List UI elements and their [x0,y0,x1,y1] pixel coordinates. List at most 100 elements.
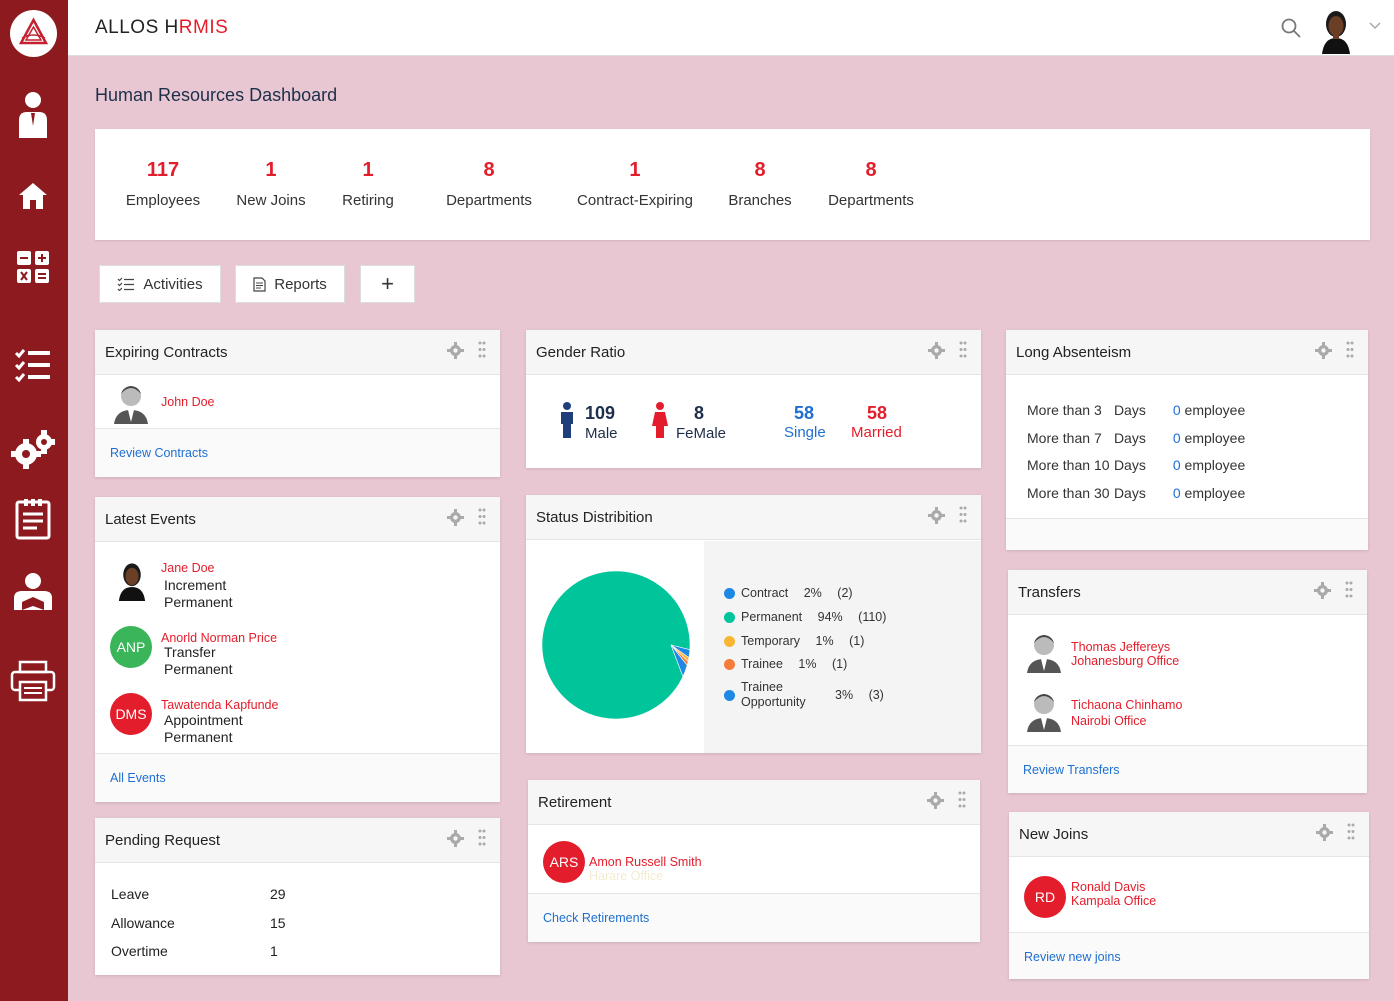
gear-icon[interactable] [928,342,945,359]
card-title: Transfers [1018,584,1081,601]
status-distribution-card: Status Distribition Contract 2% (2) Perm… [526,495,981,753]
review-new-joins-link[interactable]: Review new joins [1024,950,1121,964]
legend-swatch [724,587,735,599]
user-avatar[interactable] [1318,6,1354,54]
drag-handle-icon[interactable] [958,791,966,808]
initials-avatar: RD [1024,876,1066,918]
absenteeism-list: More than 3 Days 0 employee More than 7 Day… [1027,397,1245,507]
gear-icon[interactable] [1315,342,1332,359]
person-placeholder-icon [1027,694,1061,732]
app-brand[interactable]: ALLOS HRMIS [95,17,229,38]
gender-ratio-card: Gender Ratio 109 Male 8 FeMale 58 Single… [526,330,981,468]
calculator-icon[interactable] [10,242,56,292]
check-retirements-link[interactable]: Check Retirements [543,911,650,925]
status-pie-chart [541,570,691,720]
card-title: New Joins [1019,826,1089,843]
legend-swatch [724,689,735,701]
transfers-card: Transfers Thomas Jeffereys Johanesburg O… [1008,570,1367,793]
drag-handle-icon[interactable] [959,341,967,358]
pie-slice-trainee-opportunity[interactable] [670,644,688,678]
legend-item: Permanent 94% (110) [724,610,886,624]
drag-handle-icon[interactable] [959,506,967,523]
long-absenteeism-card: Long Absenteism More than 3 Days 0 employe… [1006,330,1368,550]
card-title: Pending Request [105,832,221,849]
stat-employees[interactable]: 117 Employees [125,159,201,209]
all-events-link[interactable]: All Events [110,771,166,785]
legend-item: Temporary 1% (1) [724,634,864,648]
event-avatar-photo [118,563,146,601]
gear-icon[interactable] [447,830,464,847]
gear-icon[interactable] [447,509,464,526]
legend-item: Trainee 1% (1) [724,657,847,671]
card-title: Status Distribition [536,509,653,526]
legend-swatch [724,611,735,623]
drag-handle-icon[interactable] [478,829,486,846]
tasks-icon[interactable] [10,340,56,390]
review-transfers-link[interactable]: Review Transfers [1023,763,1120,777]
legend-swatch [724,635,735,647]
gear-icon[interactable] [928,507,945,524]
review-contracts-link[interactable]: Review Contracts [110,446,208,460]
gear-icon[interactable] [1314,582,1331,599]
list-item: More than 10 Days 0 employee [1027,457,1246,473]
page-title: Human Resources Dashboard [95,85,338,105]
legend-swatch [724,658,735,670]
drag-handle-icon[interactable] [1347,823,1355,840]
drag-handle-icon[interactable] [478,508,486,525]
gear-icon[interactable] [927,792,944,809]
chevron-down-icon[interactable] [1368,18,1382,32]
drag-handle-icon[interactable] [1345,581,1353,598]
legend-item: Contract 2% (2) [724,586,853,600]
drag-handle-icon[interactable] [478,341,486,358]
list-item: More than 7 Days 0 employee [1027,429,1246,446]
legend-item: Trainee Opportunity 3% (3) [724,680,884,710]
plus-icon: + [381,271,394,296]
drag-handle-icon[interactable] [1346,341,1354,358]
stat-branches[interactable]: 8 Branches [728,159,792,209]
employee-name-link[interactable]: John Doe [161,395,215,409]
male-icon [561,402,573,438]
report-sheet-icon[interactable] [10,494,56,544]
list-item: More than 3 Days 0 employee [1027,402,1246,418]
stat-retiring[interactable]: 1 Retiring [342,159,394,209]
employee-icon[interactable] [10,90,56,140]
retirement-card: Retirement ARS Amon Russell Smith Harare… [528,780,980,942]
stat-departments[interactable]: 8 Departments [446,159,532,209]
overtime-count-link[interactable]: 1 [270,943,278,959]
training-icon[interactable] [10,567,56,617]
gear-icon[interactable] [1316,824,1333,841]
list-item: More than 30 Days 0 employee [1027,484,1246,501]
card-title: Gender Ratio [536,344,626,361]
printer-icon[interactable] [10,656,56,706]
new-joins-card: New Joins RD Ronald Davis Kampala Office… [1009,812,1369,979]
activities-button[interactable]: Activities [99,265,221,303]
top-bar: ALLOS HRMIS [68,0,1394,56]
allowance-count-link[interactable]: 15 [270,915,286,931]
search-icon[interactable] [1280,17,1302,39]
stats-panel: 117 Employees 1 New Joins 1 Retiring 8 Depar… [95,129,1370,240]
employee-name-link[interactable]: Amon Russell Smith [589,855,702,869]
employee-name-link[interactable]: Ronald Davis [1071,880,1146,894]
expiring-contracts-card: Expiring Contracts John Doe Review Contr… [95,330,500,477]
add-widget-button[interactable]: + [360,265,415,303]
document-icon [253,276,266,292]
person-placeholder-icon [114,386,148,424]
card-title: Latest Events [105,511,196,528]
initials-avatar: DMS [110,693,152,735]
stat-contract-expiring[interactable]: 1 Contract-Expiring [577,159,693,209]
reports-button[interactable]: Reports [235,265,345,303]
home-icon[interactable] [10,171,56,221]
gear-icon[interactable] [447,342,464,359]
card-title: Expiring Contracts [105,344,228,361]
logo-icon [18,17,49,45]
settings-gears-icon[interactable] [10,425,56,475]
pie-legend: Contract 2% (2) Permanent 94% (110) Temp… [704,541,981,753]
stat-departments-2[interactable]: 8 Departments [828,159,914,209]
leave-count-link[interactable]: 29 [270,886,286,902]
stat-new-joins[interactable]: 1 New Joins [236,159,306,209]
female-icon [652,402,668,438]
pie-slice-permanent[interactable] [541,570,691,720]
card-title: Long Absenteism [1016,344,1132,361]
checklist-icon [117,277,135,291]
app-logo[interactable] [10,10,57,57]
